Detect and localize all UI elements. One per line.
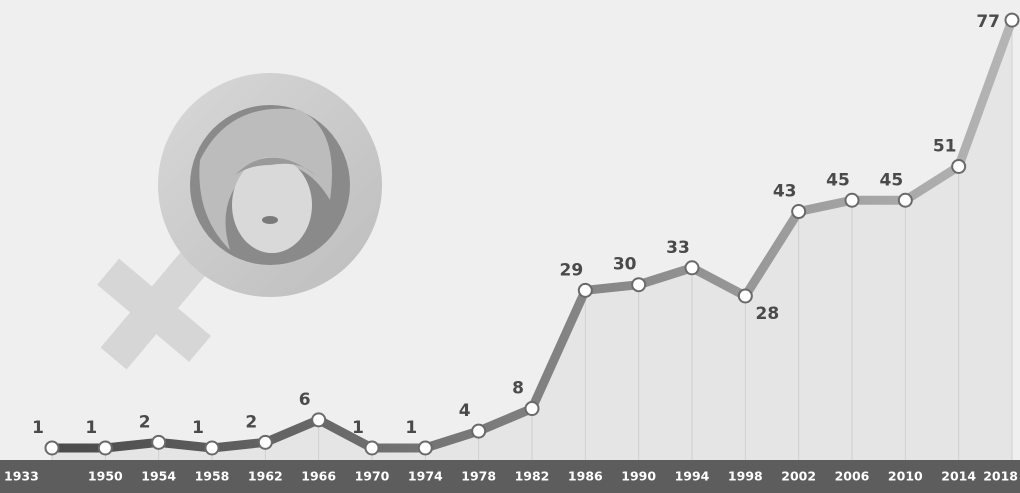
point xyxy=(312,413,325,426)
value-label: 6 xyxy=(299,390,311,410)
value-label: 45 xyxy=(826,170,850,190)
point xyxy=(686,261,699,274)
x-tick-label: 1974 xyxy=(408,469,443,484)
x-tick-label: 2006 xyxy=(835,469,870,484)
page: {"chart_data": {"type": "line", "categor… xyxy=(0,0,1020,493)
value-label: 29 xyxy=(559,260,583,280)
x-tick-label: 1986 xyxy=(568,469,603,484)
value-label: 1 xyxy=(32,418,44,438)
x-tick-label: 1998 xyxy=(728,469,763,484)
chart: 1 1 2 1 2 6 1 1 4 8 29 30 33 28 43 45 45 51 77 1933 1950 1954… xyxy=(0,0,1020,493)
x-tick-label: 1954 xyxy=(141,469,176,484)
value-label: 33 xyxy=(666,238,690,258)
x-tick-label: 2014 xyxy=(941,469,976,484)
value-label: 2 xyxy=(139,412,151,432)
x-tick-label: 1970 xyxy=(355,469,390,484)
x-tick-label: 2010 xyxy=(888,469,923,484)
point xyxy=(419,441,432,454)
point xyxy=(632,278,645,291)
point xyxy=(952,160,965,173)
point xyxy=(46,441,59,454)
value-label: 43 xyxy=(773,182,797,202)
point xyxy=(366,441,379,454)
point xyxy=(152,436,165,449)
x-tick-label: 1950 xyxy=(88,469,123,484)
value-label: 45 xyxy=(879,170,903,190)
x-tick-label: 1962 xyxy=(248,469,283,484)
point xyxy=(899,194,912,207)
point xyxy=(739,289,752,302)
value-label: 1 xyxy=(405,418,417,438)
face xyxy=(232,157,312,253)
value-label: 1 xyxy=(85,418,97,438)
lips xyxy=(262,216,278,224)
x-tick-label: 1958 xyxy=(195,469,230,484)
value-label: 1 xyxy=(352,418,364,438)
x-tick-label: 1990 xyxy=(621,469,656,484)
value-label: 30 xyxy=(613,255,637,275)
point xyxy=(259,436,272,449)
x-tick-label: 1933 xyxy=(4,469,39,484)
point xyxy=(846,194,859,207)
value-label: 77 xyxy=(976,12,1000,32)
point xyxy=(579,284,592,297)
point xyxy=(526,402,539,415)
x-tick-label: 2018 xyxy=(983,469,1018,484)
x-tick-label: 1978 xyxy=(461,469,496,484)
value-label: 8 xyxy=(512,379,524,399)
point xyxy=(206,441,219,454)
point xyxy=(792,205,805,218)
value-label: 1 xyxy=(192,418,204,438)
x-tick-label: 2002 xyxy=(781,469,816,484)
x-tick-label: 1982 xyxy=(515,469,550,484)
x-tick-label: 1966 xyxy=(301,469,336,484)
value-label: 28 xyxy=(755,304,779,324)
value-label: 2 xyxy=(245,412,257,432)
point xyxy=(472,425,485,438)
point xyxy=(1006,14,1019,27)
point xyxy=(99,441,112,454)
x-tick-label: 1994 xyxy=(675,469,710,484)
value-label: 51 xyxy=(933,136,957,156)
value-label: 4 xyxy=(459,401,471,421)
